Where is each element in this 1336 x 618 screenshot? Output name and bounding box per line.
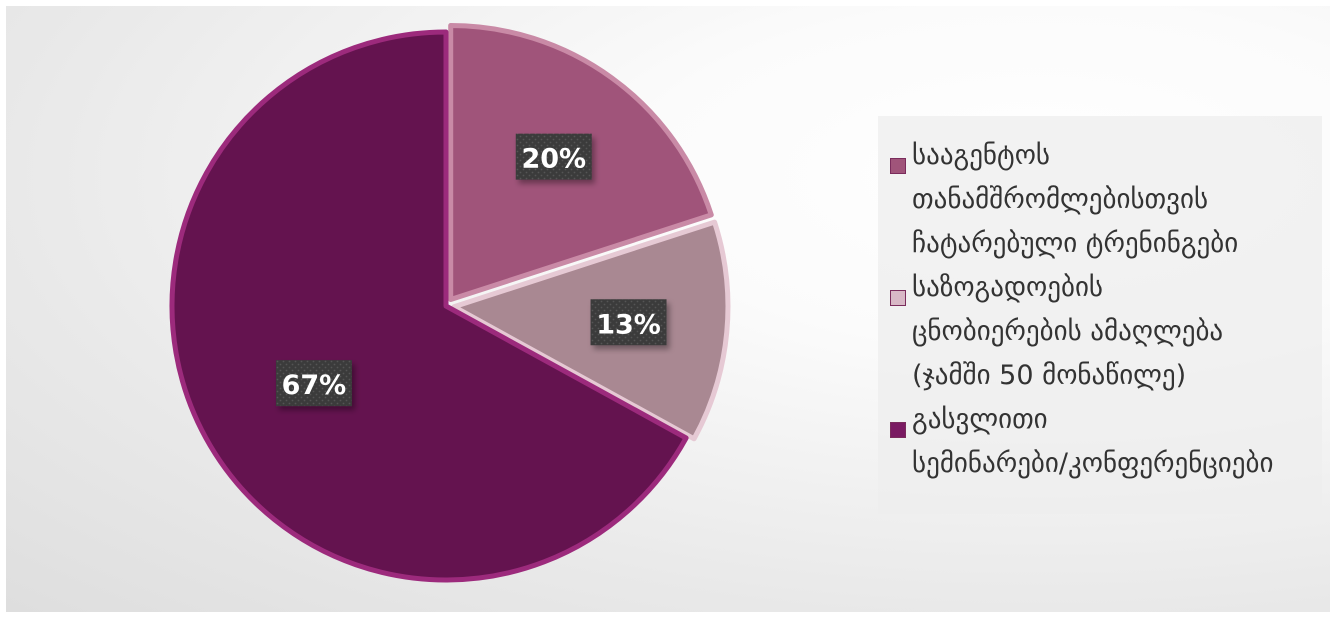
legend-line: გასვლითი <box>912 404 1048 435</box>
data-label: 20% <box>515 133 592 180</box>
legend-label-awareness: საზოგადოების ცნობიერების ამაღლება (ჯამში… <box>912 266 1317 398</box>
legend-line: სააგენტოს <box>912 140 1051 171</box>
data-label-text: 13% <box>596 309 661 340</box>
chart-area: 20% 13% 67% სააგენტოს თანამშრომლებისთვის ჩ… <box>6 6 1330 612</box>
legend: სააგენტოს თანამშრომლებისთვის ჩატარებული … <box>878 116 1322 514</box>
legend-label-seminars: გასვლითი სემინარები/კონფერენციები <box>912 398 1317 486</box>
data-label-background <box>275 360 352 407</box>
legend-line: სემინარები/კონფერენციები <box>912 448 1274 479</box>
legend-line: (ჯამში 50 მონაწილე) <box>912 360 1187 391</box>
legend-line: ჩატარებული ტრენინგები <box>912 228 1239 259</box>
data-label: 13% <box>590 299 667 346</box>
legend-swatch-seminars <box>890 422 906 438</box>
pie-slice-seminars <box>169 29 689 583</box>
legend-line: თანამშრომლებისთვის <box>912 184 1209 215</box>
pie-chart: 20% 13% 67% <box>169 23 731 583</box>
data-label-text: 20% <box>521 144 586 175</box>
legend-label-trainings: სააგენტოს თანამშრომლებისთვის ჩატარებული … <box>912 134 1317 266</box>
legend-swatch-awareness <box>890 290 906 306</box>
data-label-text: 67% <box>282 370 347 401</box>
data-label-background <box>590 299 667 346</box>
data-label: 67% <box>275 360 352 407</box>
legend-swatch-trainings <box>890 158 906 174</box>
legend-line: საზოგადოების <box>912 272 1104 303</box>
data-label-background <box>515 133 592 180</box>
legend-line: ცნობიერების ამაღლება <box>912 316 1224 347</box>
